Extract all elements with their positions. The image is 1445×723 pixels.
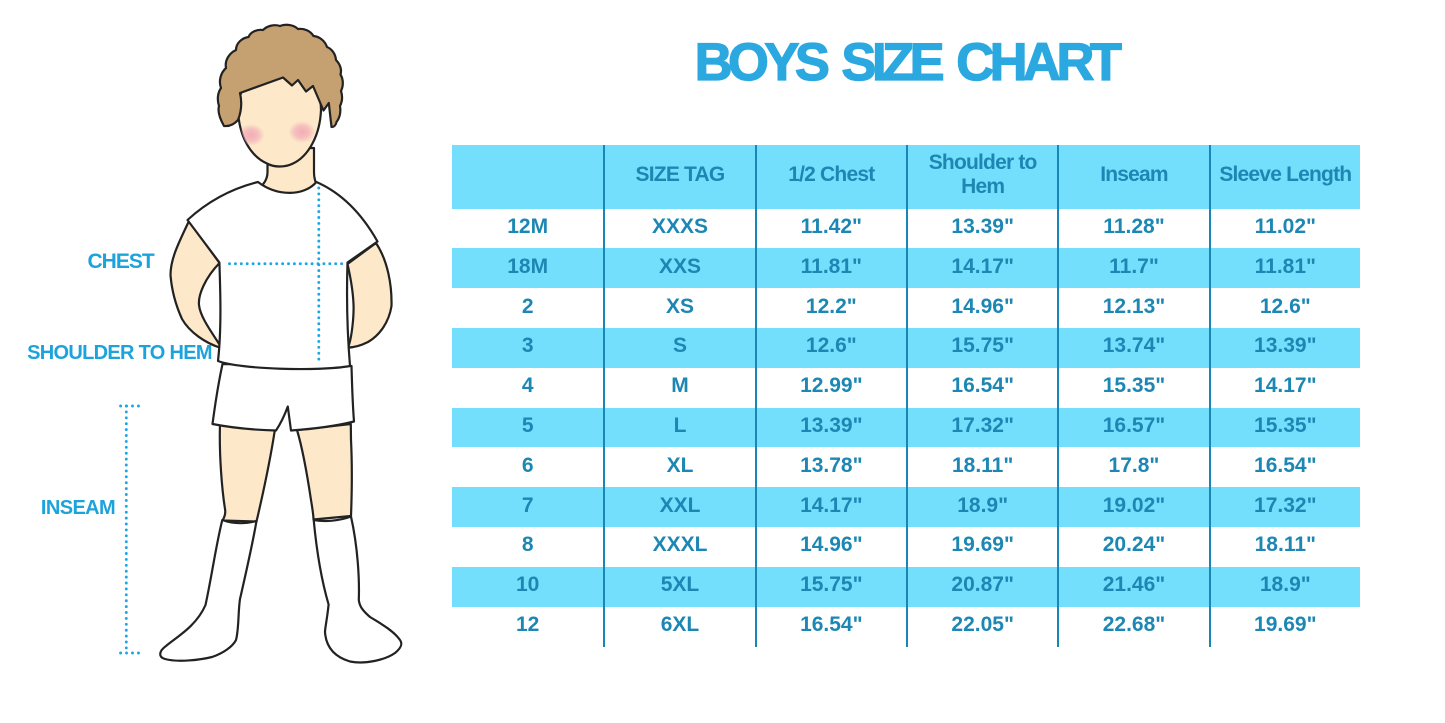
svg-text:CHEST: CHEST [88, 250, 155, 273]
svg-text:INSEAM: INSEAM [41, 497, 115, 519]
svg-text:SHOULDER TO HEM: SHOULDER TO HEM [27, 342, 212, 364]
